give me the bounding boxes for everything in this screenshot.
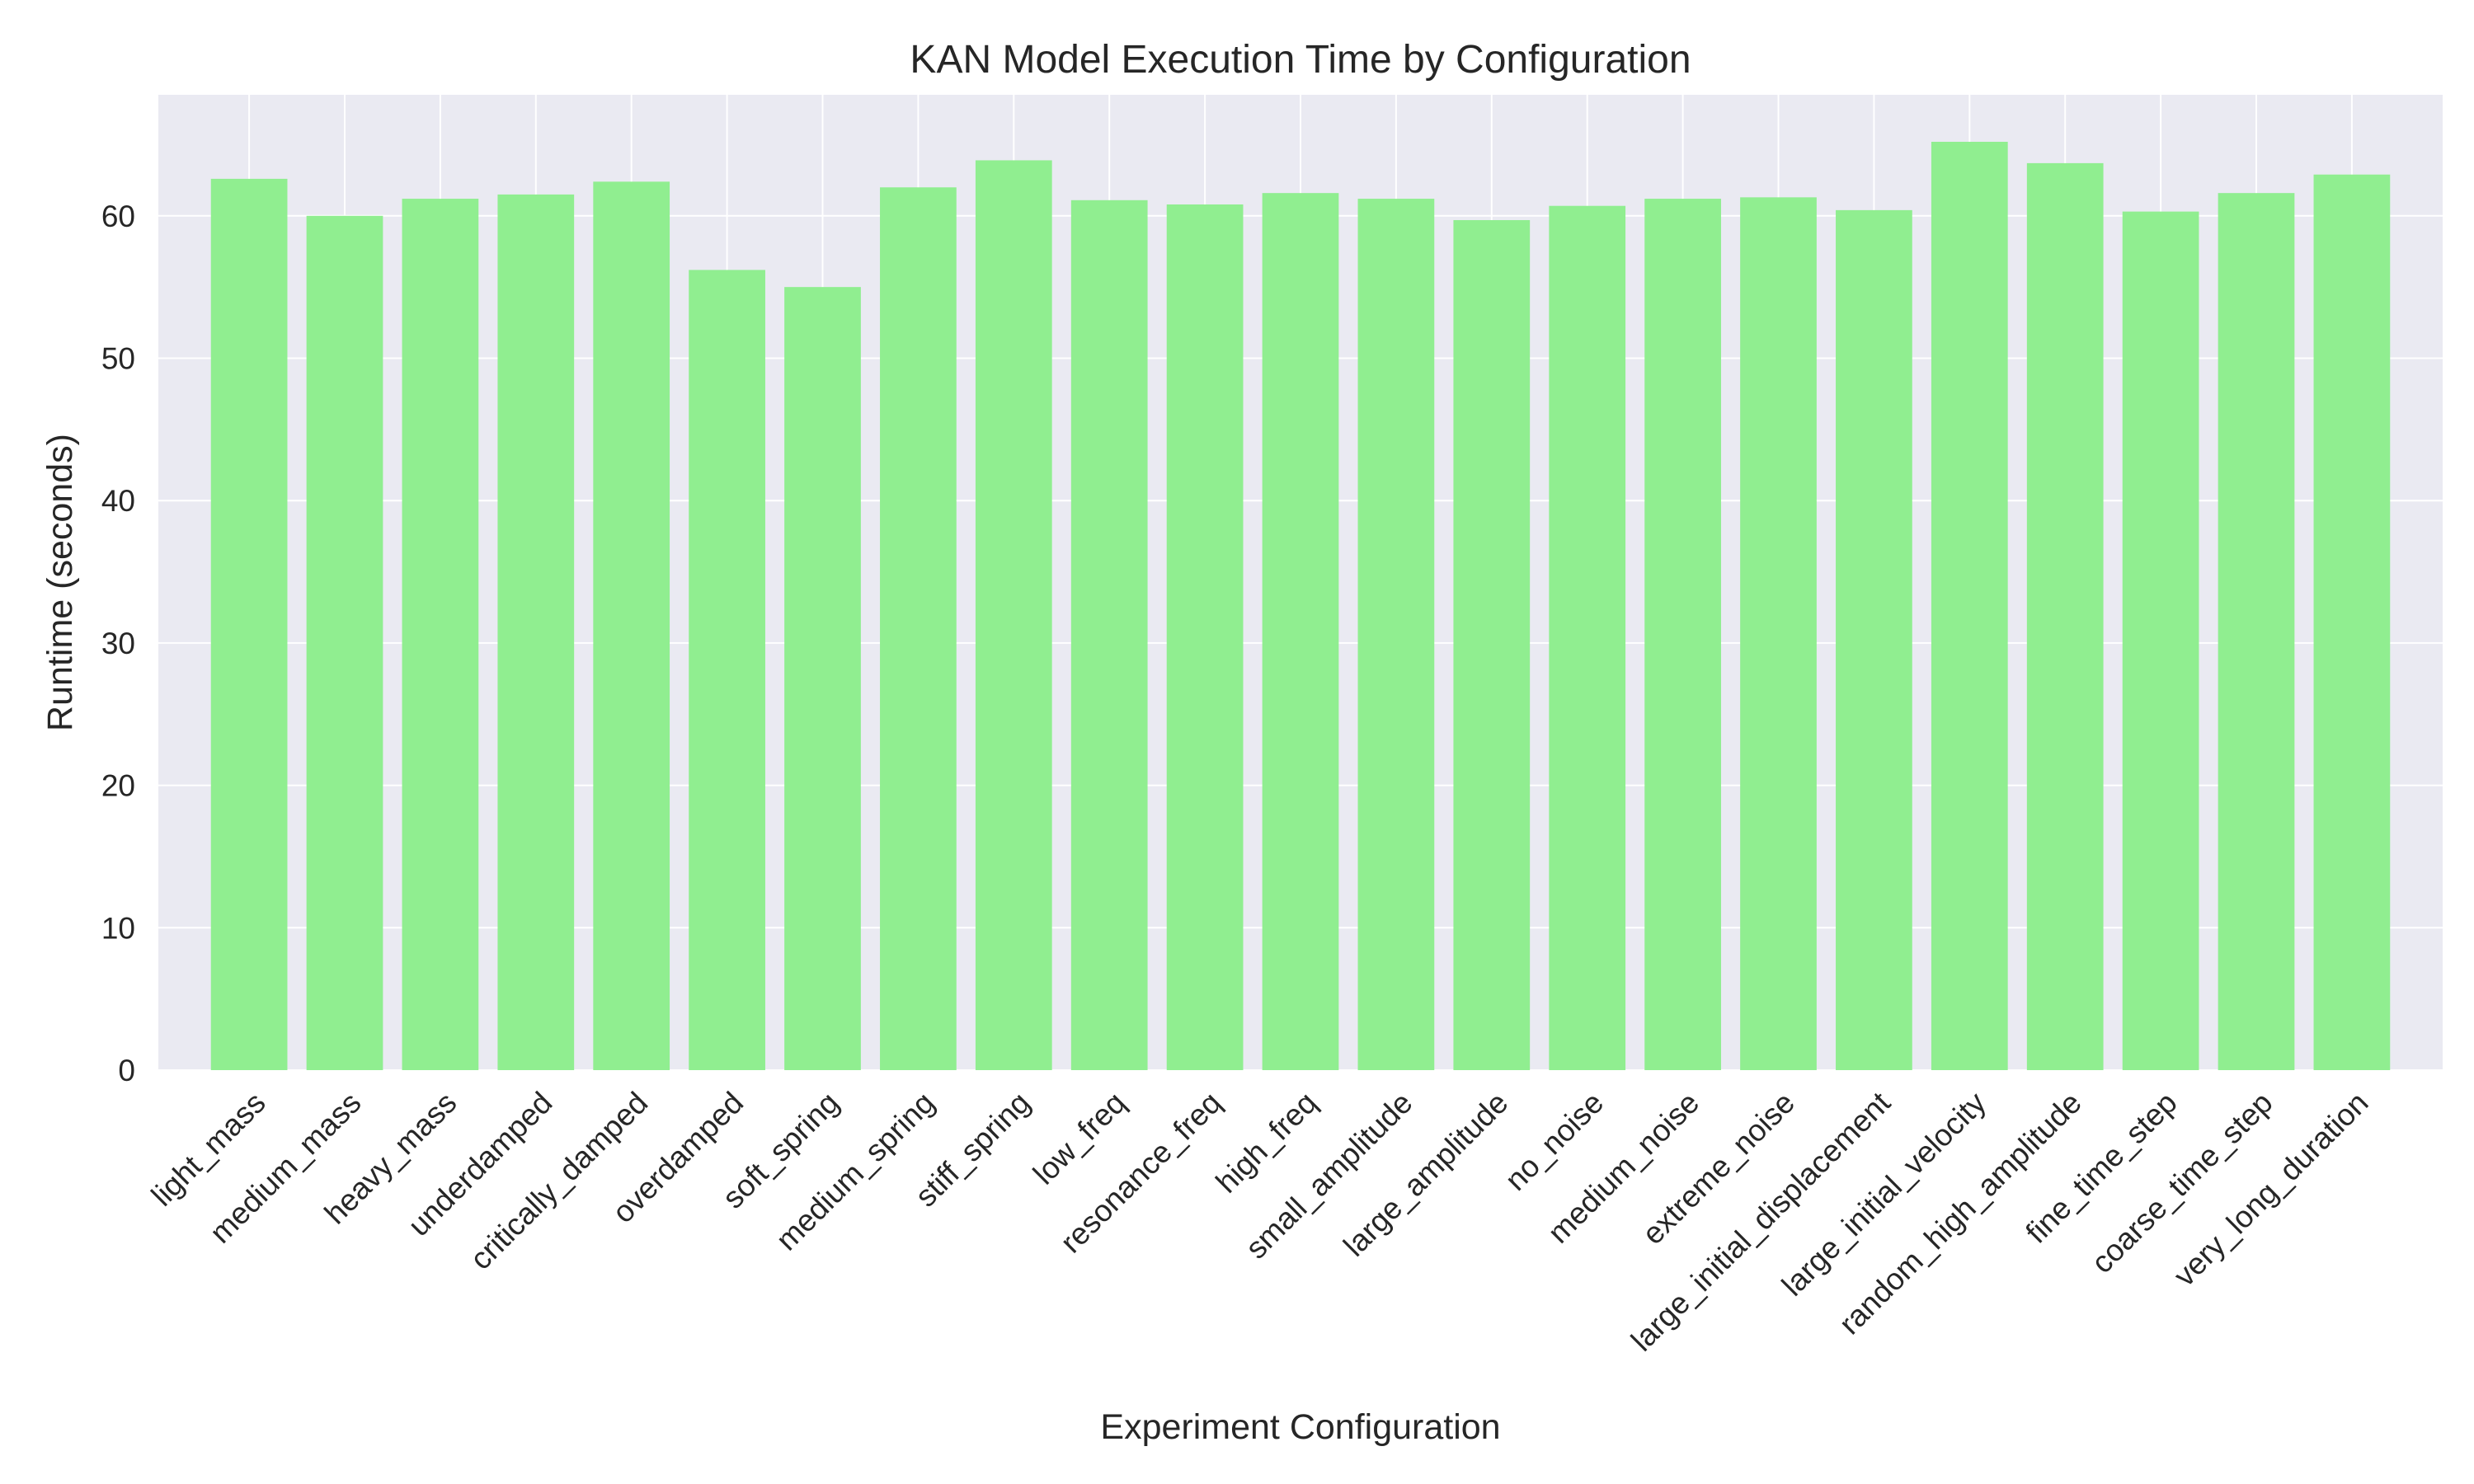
bar-underdamped — [497, 194, 575, 1071]
bar-extreme-noise — [1740, 197, 1817, 1071]
bar-medium-mass — [306, 215, 383, 1070]
y-tick-label: 40 — [101, 484, 135, 518]
bar-fine-time-step — [2122, 211, 2199, 1070]
x-tick-label: coarse_time_step — [2085, 1086, 2279, 1280]
bar-very-long-duration — [2313, 174, 2391, 1070]
y-tick-label: 30 — [101, 627, 135, 660]
bar-soft-spring — [784, 287, 861, 1070]
bar-high-freq — [1262, 193, 1339, 1071]
bar-overdamped — [689, 270, 765, 1071]
bar-small-amplitude — [1357, 199, 1435, 1070]
bar-medium-noise — [1644, 199, 1721, 1070]
x-tick-label: critically_damped — [463, 1086, 654, 1276]
y-tick-label: 60 — [101, 200, 135, 233]
bar-large-amplitude — [1453, 219, 1531, 1070]
x-axis-label: Experiment Configuration — [1100, 1407, 1500, 1447]
y-axis-label: Runtime (seconds) — [40, 434, 80, 731]
bar-critically-damped — [593, 181, 670, 1071]
bar-random-high-amplitude — [2026, 162, 2104, 1070]
x-tick-label: resonance_freq — [1054, 1086, 1228, 1260]
x-tick-label: large_amplitude — [1337, 1086, 1514, 1263]
bar-large-initial-displacement — [1836, 209, 1912, 1071]
chart-title: KAN Model Execution Time by Configuratio… — [910, 38, 1691, 82]
bar-stiff-spring — [975, 160, 1052, 1070]
y-tick-label: 20 — [101, 769, 135, 803]
bar-coarse-time-step — [2218, 193, 2295, 1071]
bar-light-mass — [210, 178, 288, 1070]
x-tick-label: small_amplitude — [1239, 1086, 1419, 1266]
bar-low-freq — [1070, 200, 1148, 1070]
y-tick-labels: 0 10 20 30 40 50 60 — [101, 200, 135, 1087]
x-tick-labels: light_massmedium_massheavy_massunderdamp… — [145, 1085, 2375, 1358]
y-tick-label: 50 — [101, 341, 135, 375]
y-tick-label: 10 — [101, 911, 135, 945]
bar-resonance-freq — [1166, 204, 1244, 1070]
bar-heavy-mass — [402, 199, 479, 1070]
bars — [210, 141, 2391, 1071]
bar-large-initial-velocity — [1931, 141, 2008, 1071]
y-tick-label: 0 — [118, 1054, 135, 1087]
bar-medium-spring — [880, 187, 957, 1070]
bar-no-noise — [1549, 205, 1626, 1071]
